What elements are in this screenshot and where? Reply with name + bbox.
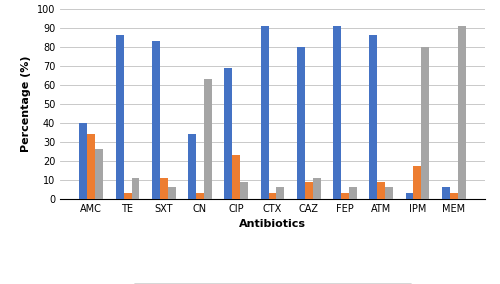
Bar bbox=[305, 182, 312, 199]
Bar bbox=[168, 187, 175, 199]
Bar bbox=[116, 35, 124, 199]
Y-axis label: Percentage (%): Percentage (%) bbox=[21, 55, 31, 152]
Bar bbox=[385, 187, 393, 199]
Bar bbox=[297, 47, 305, 199]
Bar bbox=[450, 193, 458, 199]
Bar bbox=[414, 166, 422, 199]
Bar bbox=[232, 155, 240, 199]
Bar bbox=[124, 193, 132, 199]
Bar bbox=[152, 41, 160, 199]
Bar bbox=[160, 178, 168, 199]
Bar bbox=[458, 26, 466, 199]
Bar bbox=[268, 193, 276, 199]
Bar bbox=[406, 193, 413, 199]
Bar bbox=[276, 187, 284, 199]
Bar bbox=[196, 193, 204, 199]
Bar bbox=[188, 134, 196, 199]
Bar bbox=[312, 178, 320, 199]
Bar bbox=[422, 47, 430, 199]
Bar bbox=[80, 123, 88, 199]
Bar bbox=[224, 68, 232, 199]
Bar bbox=[377, 182, 385, 199]
Bar bbox=[132, 178, 140, 199]
Bar bbox=[370, 35, 377, 199]
Bar bbox=[204, 79, 212, 199]
Bar bbox=[442, 187, 450, 199]
X-axis label: Antibiotics: Antibiotics bbox=[239, 219, 306, 229]
Bar bbox=[349, 187, 357, 199]
Bar bbox=[88, 134, 96, 199]
Bar bbox=[96, 149, 103, 199]
Bar bbox=[240, 182, 248, 199]
Bar bbox=[260, 26, 268, 199]
Bar bbox=[333, 26, 341, 199]
Bar bbox=[341, 193, 349, 199]
